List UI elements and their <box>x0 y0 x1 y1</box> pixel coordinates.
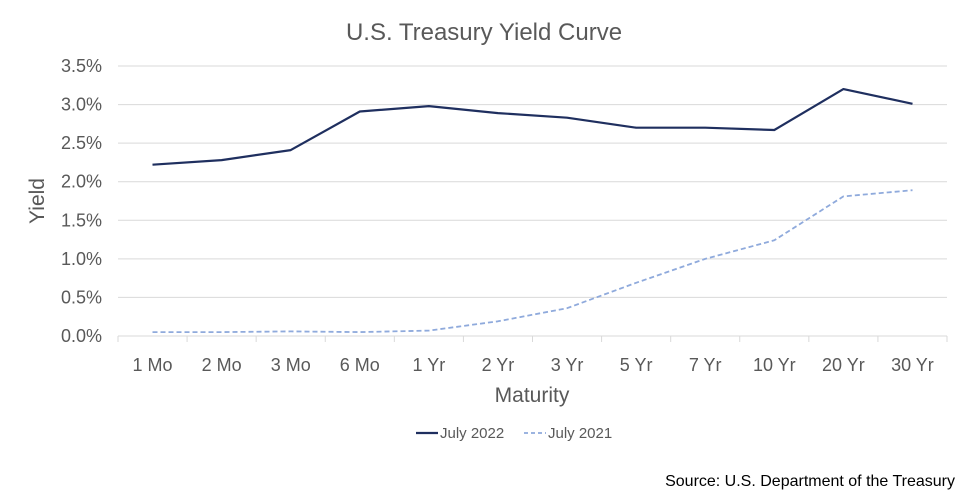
x-tick-label: 3 Mo <box>271 355 311 375</box>
y-tick-label: 0.0% <box>61 326 102 346</box>
y-axis-label: Yield <box>26 178 49 224</box>
x-tick-label: 2 Yr <box>482 355 515 375</box>
legend: July 2022 July 2021 <box>416 425 612 442</box>
y-tick-label: 3.0% <box>61 95 102 115</box>
y-tick-label: 1.0% <box>61 249 102 269</box>
y-tick-label: 2.5% <box>61 133 102 153</box>
y-tick-label: 3.5% <box>61 56 102 76</box>
x-tick-label: 3 Yr <box>551 355 584 375</box>
y-tick-label: 0.5% <box>61 287 102 307</box>
x-tick-label: 2 Mo <box>202 355 242 375</box>
x-tick-label: 10 Yr <box>753 355 796 375</box>
x-tick-label: 1 Yr <box>413 355 446 375</box>
series-line-july-2021 <box>152 189 913 334</box>
x-axis-ticks: 1 Mo 2 Mo 3 Mo 6 Mo 1 Yr 2 Yr 3 Yr 5 Yr 7 Yr 10 Y… <box>117 336 948 375</box>
source-note: Source: U.S. Department of the Treasury <box>665 473 955 490</box>
series-lines <box>152 87 913 334</box>
legend-label-july-2022: July 2022 <box>440 425 504 442</box>
x-tick-label: 30 Yr <box>891 355 934 375</box>
x-axis-label: Maturity <box>495 384 570 407</box>
x-tick-label: 1 Mo <box>133 355 173 375</box>
chart-title: U.S. Treasury Yield Curve <box>346 19 622 46</box>
x-tick-label: 5 Yr <box>620 355 653 375</box>
y-axis-ticks: 0.0% 0.5% 1.0% 1.5% 2.0% 2.5% 3.0% 3.5% <box>61 56 102 346</box>
y-tick-label: 1.5% <box>61 210 102 230</box>
x-tick-label: 6 Mo <box>340 355 380 375</box>
series-line-july-2022 <box>152 87 913 166</box>
x-tick-label: 20 Yr <box>822 355 865 375</box>
y-tick-label: 2.0% <box>61 172 102 192</box>
legend-label-july-2021: July 2021 <box>548 425 612 442</box>
x-tick-label: 7 Yr <box>689 355 722 375</box>
gridlines <box>118 65 947 337</box>
